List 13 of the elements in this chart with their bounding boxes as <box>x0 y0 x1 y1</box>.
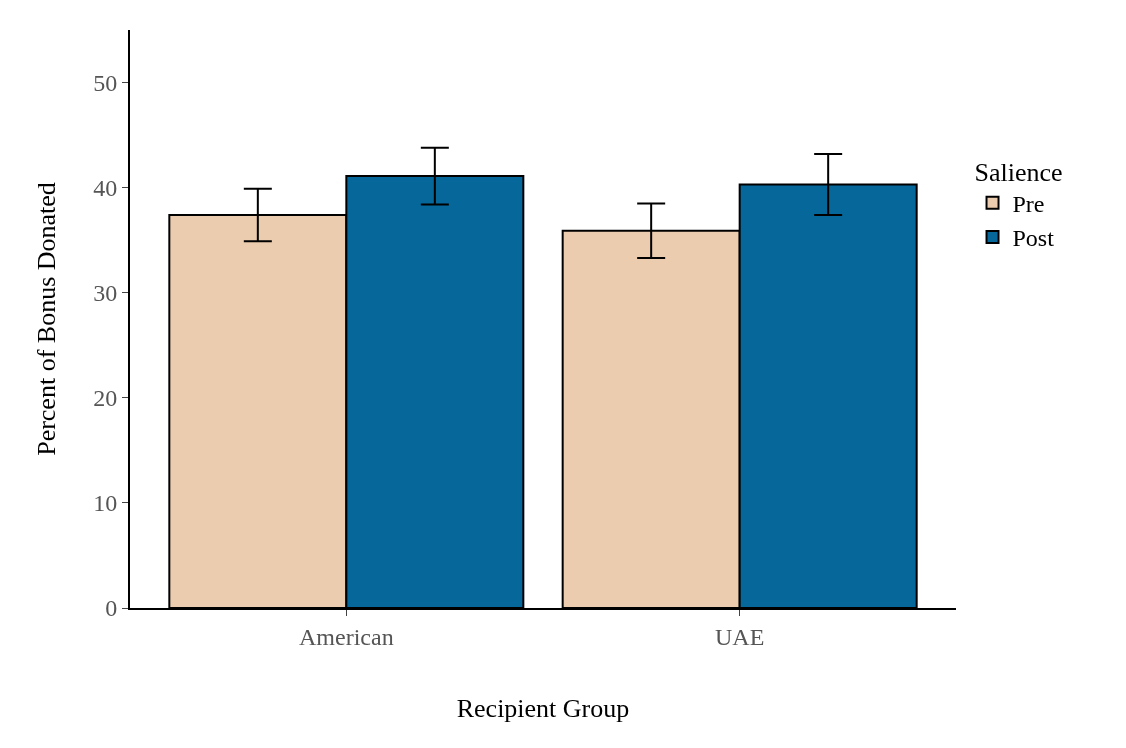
x-tick-label: American <box>299 623 394 650</box>
y-tick-label: 10 <box>93 490 118 517</box>
y-tick-label: 0 <box>105 595 118 622</box>
legend-title: Salience <box>974 157 1063 187</box>
legend-label: Post <box>1012 225 1055 252</box>
y-tick-label: 20 <box>93 385 118 412</box>
x-axis-title: Recipient Group <box>456 694 630 723</box>
x-tick-label: UAE <box>715 623 765 650</box>
y-tick-label: 40 <box>93 175 118 202</box>
y-axis-title: Percent of Bonus Donated <box>32 182 62 456</box>
legend-label: Pre <box>1012 191 1045 218</box>
y-tick-label: 30 <box>93 280 118 307</box>
y-tick-label: 50 <box>93 69 118 96</box>
